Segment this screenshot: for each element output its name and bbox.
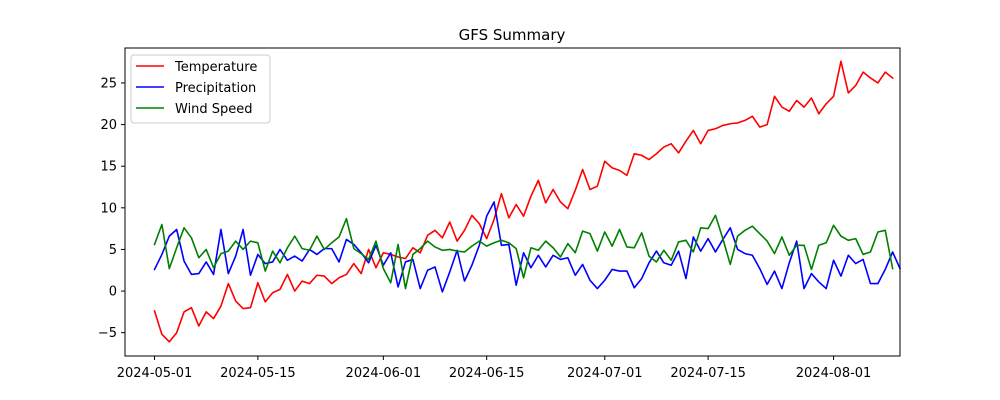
series-line-temperature bbox=[153, 60, 894, 343]
y-tick-label: 20 bbox=[100, 118, 117, 133]
series-line-wind-speed bbox=[153, 214, 894, 290]
y-tick-label: 5 bbox=[109, 243, 117, 258]
x-tick-label: 2024-05-15 bbox=[220, 366, 296, 381]
legend-label: Precipitation bbox=[175, 81, 256, 96]
y-tick-label: 10 bbox=[100, 201, 117, 216]
legend-box bbox=[130, 54, 271, 124]
series-layer bbox=[153, 60, 902, 343]
y-tick-label: −5 bbox=[98, 326, 117, 341]
y-axis: −5 0 5 10 15 20 25 bbox=[98, 76, 125, 341]
legend-label: Wind Speed bbox=[175, 102, 253, 117]
legend-label: Temperature bbox=[174, 60, 257, 75]
x-tick-label: 2024-06-15 bbox=[449, 366, 525, 381]
chart-title: GFS Summary bbox=[459, 26, 566, 44]
x-axis: 2024-05-01 2024-05-15 2024-06-01 2024-06-15… bbox=[117, 356, 872, 381]
y-tick-label: 0 bbox=[109, 285, 117, 300]
x-tick-label: 2024-07-15 bbox=[670, 366, 746, 381]
plot-area-frame bbox=[124, 47, 901, 357]
y-tick-label: 25 bbox=[100, 76, 117, 91]
x-tick-label: 2024-05-01 bbox=[117, 366, 193, 381]
x-tick-label: 2024-08-01 bbox=[796, 366, 872, 381]
legend: Temperature Precipitation Wind Speed bbox=[130, 54, 271, 124]
y-tick-label: 15 bbox=[100, 160, 117, 175]
x-tick-label: 2024-07-01 bbox=[567, 366, 643, 381]
x-tick-label: 2024-06-01 bbox=[346, 366, 422, 381]
